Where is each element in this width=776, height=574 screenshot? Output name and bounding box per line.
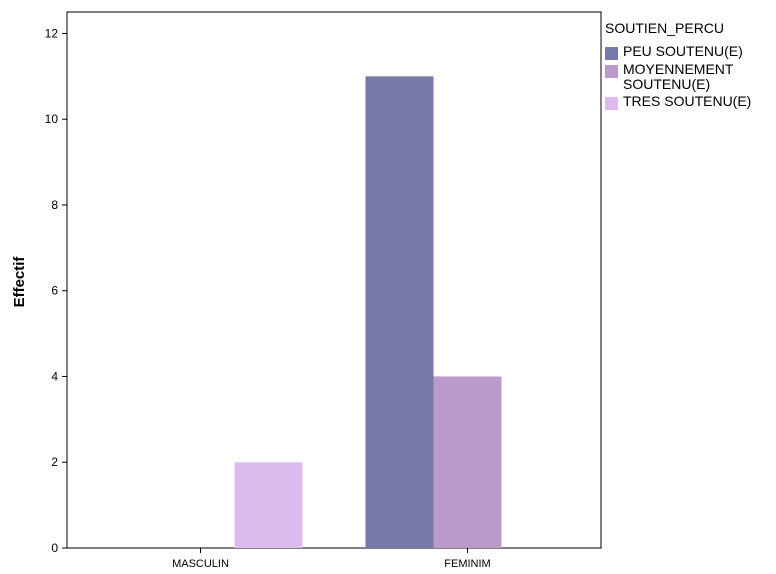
legend-item-peu-soutenu: PEU SOUTENU(E) — [605, 44, 775, 60]
bar — [234, 462, 303, 548]
legend-item-tres-soutenu: TRES SOUTENU(E) — [605, 94, 775, 110]
y-tick-label: 4 — [51, 369, 58, 383]
plot-area — [66, 11, 602, 549]
bars — [234, 76, 502, 548]
legend-label: MOYENNEMENT SOUTENU(E) — [623, 61, 734, 92]
legend-swatch — [605, 47, 618, 60]
y-tick-label: 10 — [45, 112, 59, 126]
y-tick-label: 2 — [51, 455, 58, 469]
legend-swatch — [605, 97, 618, 110]
y-tick-label: 8 — [51, 198, 58, 212]
y-tick-label: 0 — [51, 541, 58, 555]
legend: SOUTIEN_PERCU PEU SOUTENU(E) MOYENNEMENT… — [605, 20, 775, 112]
y-axis: 0 2 4 6 8 10 12 — [45, 26, 67, 555]
y-axis-label: Effectif — [11, 256, 28, 308]
legend-item-moyennement-soutenu: MOYENNEMENT SOUTENU(E) — [605, 62, 775, 92]
x-tick-label: FEMINIM — [444, 558, 490, 570]
legend-title: SOUTIEN_PERCU — [605, 20, 725, 36]
bar — [365, 76, 434, 548]
bar — [433, 376, 502, 548]
legend-swatch — [605, 65, 618, 78]
y-tick-label: 12 — [45, 26, 59, 40]
x-axis: MASCULIN FEMINIM — [172, 548, 491, 570]
x-tick-label: MASCULIN — [172, 558, 229, 570]
legend-label: PEU SOUTENU(E) — [623, 43, 743, 59]
plot-frame — [66, 11, 602, 549]
y-tick-label: 6 — [51, 284, 58, 298]
legend-label: TRES SOUTENU(E) — [623, 93, 752, 109]
